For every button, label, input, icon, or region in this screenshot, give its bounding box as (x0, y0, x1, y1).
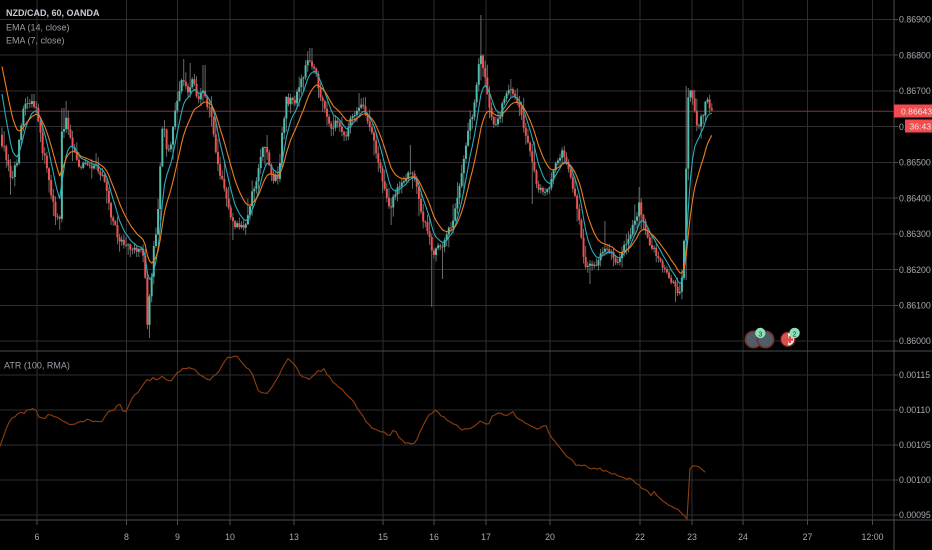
svg-text:0.00100: 0.00100 (899, 475, 931, 485)
svg-text:3: 3 (758, 332, 762, 339)
svg-text:15: 15 (378, 532, 388, 542)
svg-text:20: 20 (545, 532, 555, 542)
svg-text:0.00095: 0.00095 (899, 510, 931, 520)
svg-text:0.86200: 0.86200 (899, 265, 931, 275)
svg-text:0.86643: 0.86643 (901, 107, 932, 117)
svg-text:13: 13 (289, 532, 299, 542)
svg-text:23: 23 (687, 532, 697, 542)
svg-text:36:43: 36:43 (910, 122, 932, 132)
svg-text:27: 27 (803, 532, 813, 542)
svg-text:12:00: 12:00 (861, 532, 883, 542)
svg-text:8: 8 (124, 532, 129, 542)
svg-text:0.86400: 0.86400 (899, 193, 931, 203)
svg-text:10: 10 (225, 532, 235, 542)
svg-text:ATR (100, RMA): ATR (100, RMA) (4, 361, 70, 371)
svg-text:24: 24 (738, 532, 748, 542)
svg-text:6: 6 (35, 532, 40, 542)
svg-text:0.00115: 0.00115 (899, 370, 930, 380)
svg-text:0.86700: 0.86700 (899, 86, 931, 96)
svg-text:0.00110: 0.00110 (899, 405, 930, 415)
svg-text:NZD/CAD, 60, OANDA: NZD/CAD, 60, OANDA (6, 8, 100, 18)
svg-text:0.86800: 0.86800 (899, 50, 931, 60)
svg-text:0.86000: 0.86000 (899, 336, 931, 346)
svg-text:16: 16 (429, 532, 439, 542)
svg-text:0.86300: 0.86300 (899, 229, 931, 239)
svg-text:0.86100: 0.86100 (899, 301, 931, 311)
svg-text:0.86900: 0.86900 (899, 15, 931, 25)
svg-text:EMA (7, close): EMA (7, close) (6, 36, 65, 46)
svg-text:17: 17 (481, 532, 491, 542)
svg-text:0.00105: 0.00105 (899, 440, 931, 450)
svg-text:9: 9 (175, 532, 180, 542)
svg-text:EMA (14, close): EMA (14, close) (6, 23, 70, 33)
svg-text:0.86500: 0.86500 (899, 158, 931, 168)
svg-text:2: 2 (793, 331, 797, 338)
svg-text:22: 22 (635, 532, 645, 542)
